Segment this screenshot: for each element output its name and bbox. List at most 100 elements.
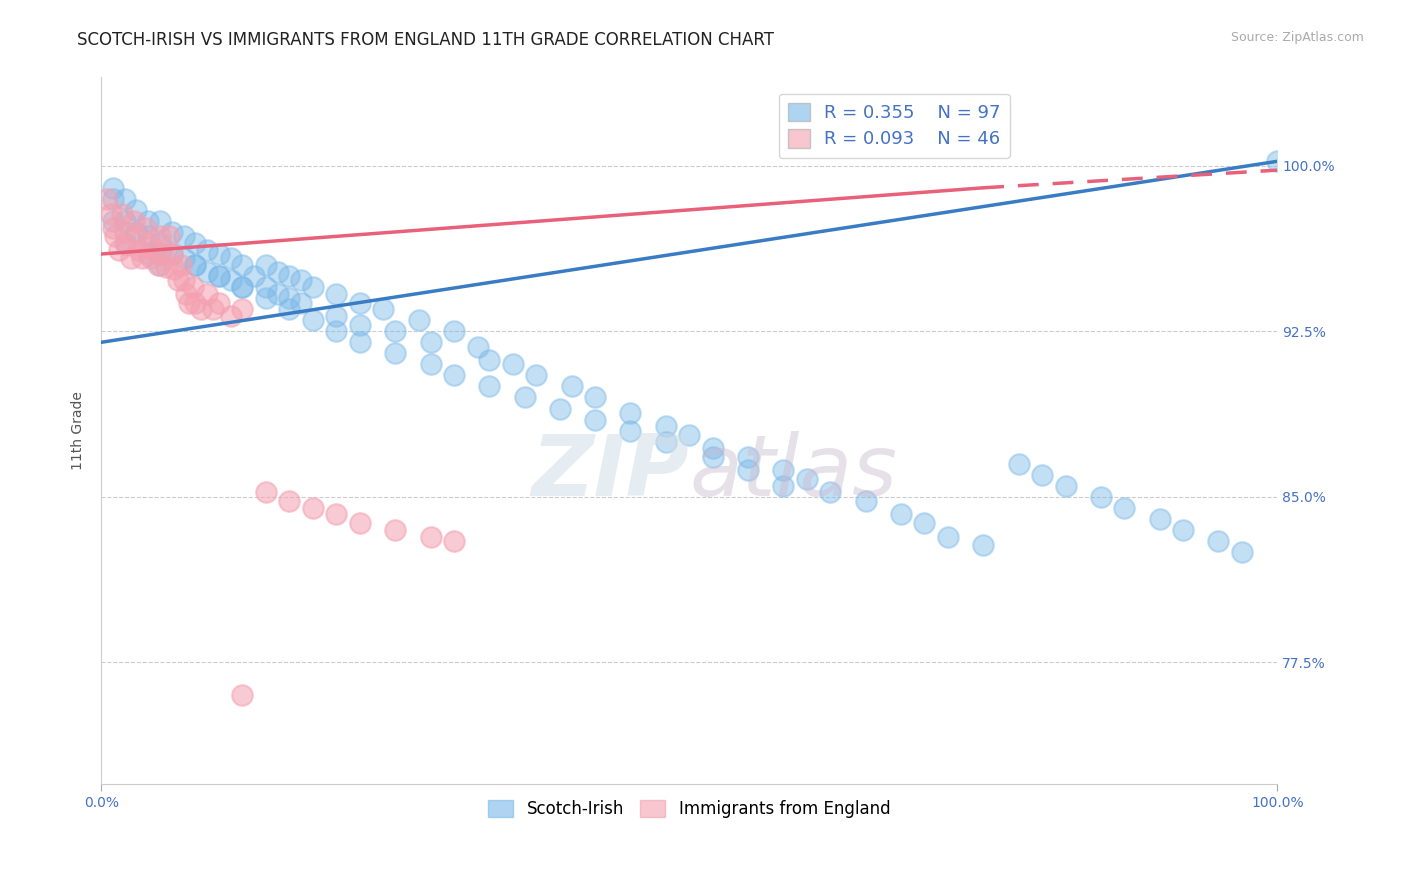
Point (149, 229, 172, 244)
Point (384, 346, 406, 360)
Point (654, 434, 676, 449)
Point (231, 280, 253, 294)
Point (373, 302, 395, 317)
Point (149, 214, 172, 228)
Point (914, 516, 936, 531)
Point (325, 508, 347, 522)
Point (1114, 500, 1136, 515)
Point (128, 243, 150, 257)
Point (654, 419, 676, 434)
Point (266, 286, 288, 301)
Point (772, 479, 794, 493)
Point (302, 313, 325, 327)
Point (231, 258, 253, 272)
Point (972, 538, 994, 552)
Point (160, 247, 183, 261)
Point (149, 235, 172, 250)
Point (114, 214, 136, 228)
Point (419, 335, 441, 350)
Point (115, 238, 138, 252)
Point (254, 280, 277, 294)
Point (101, 181, 124, 195)
Point (266, 265, 288, 279)
Point (101, 192, 124, 206)
Point (135, 220, 157, 235)
Point (136, 247, 159, 261)
Legend: Scotch-Irish, Immigrants from England: Scotch-Irish, Immigrants from England (481, 793, 897, 825)
Point (513, 391, 536, 405)
Point (170, 258, 193, 272)
Point (737, 450, 759, 464)
Point (619, 406, 641, 420)
Point (149, 258, 172, 272)
Point (155, 260, 177, 275)
Point (678, 428, 700, 442)
Point (278, 269, 301, 284)
Point (290, 295, 312, 310)
Point (384, 324, 406, 338)
Point (890, 508, 912, 522)
Point (1054, 479, 1077, 493)
Point (190, 302, 212, 317)
Point (561, 379, 583, 393)
Point (502, 357, 524, 371)
Point (143, 243, 166, 257)
Point (443, 368, 465, 383)
Point (96, 192, 118, 206)
Point (349, 516, 371, 531)
Point (136, 235, 159, 250)
Point (208, 295, 231, 310)
Point (443, 533, 465, 548)
Point (120, 252, 142, 266)
Point (254, 291, 277, 305)
Text: atlas: atlas (689, 432, 897, 515)
Point (160, 225, 183, 239)
Point (302, 280, 325, 294)
Point (149, 247, 172, 261)
Point (936, 529, 959, 543)
Point (125, 229, 148, 244)
Point (160, 247, 183, 261)
Point (219, 252, 242, 266)
Point (173, 252, 195, 266)
Point (583, 391, 606, 405)
Point (583, 412, 606, 426)
Point (302, 500, 325, 515)
Point (114, 235, 136, 250)
Point (796, 472, 818, 486)
Point (159, 229, 181, 244)
Point (702, 442, 724, 456)
Point (104, 229, 127, 244)
Point (108, 243, 131, 257)
Text: ZIP: ZIP (531, 432, 689, 515)
Point (1007, 457, 1029, 471)
Point (219, 273, 242, 287)
Point (231, 689, 253, 703)
Point (1265, 154, 1288, 169)
Point (114, 192, 136, 206)
Point (290, 273, 312, 287)
Point (737, 463, 759, 477)
Point (1208, 533, 1230, 548)
Point (136, 214, 159, 228)
Point (702, 450, 724, 464)
Point (243, 269, 266, 284)
Point (419, 529, 441, 543)
Point (219, 309, 242, 323)
Point (467, 340, 489, 354)
Point (772, 463, 794, 477)
Point (195, 286, 218, 301)
Point (195, 265, 218, 279)
Point (184, 295, 207, 310)
Point (166, 273, 188, 287)
Point (146, 258, 169, 272)
Point (125, 202, 148, 217)
Point (349, 295, 371, 310)
Point (173, 229, 195, 244)
Point (184, 258, 207, 272)
Point (1230, 545, 1253, 559)
Point (181, 280, 204, 294)
Point (131, 252, 153, 266)
Point (278, 494, 301, 508)
Point (173, 273, 195, 287)
